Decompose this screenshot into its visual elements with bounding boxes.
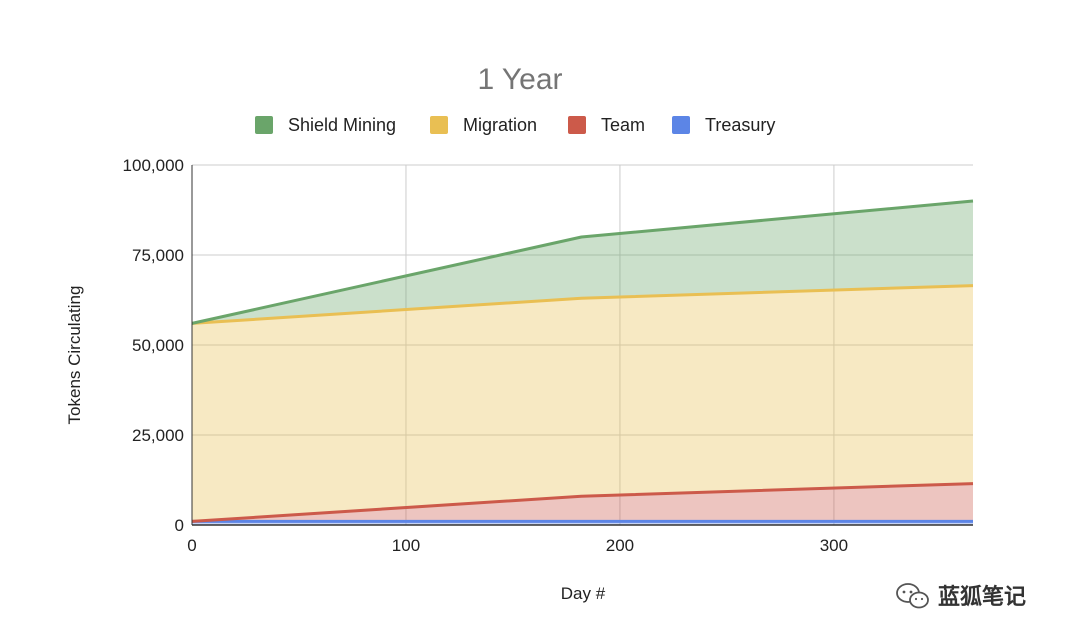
legend-item-team: Team bbox=[568, 115, 645, 135]
line-team bbox=[191, 482, 974, 523]
x-tick-label: 100 bbox=[392, 536, 420, 555]
x-axis-label: Day # bbox=[561, 584, 606, 603]
axes bbox=[191, 165, 973, 526]
y-tick-label: 100,000 bbox=[123, 156, 184, 175]
watermark: 蓝狐笔记 bbox=[896, 583, 1026, 610]
line-shield-mining bbox=[191, 199, 974, 325]
series-areas bbox=[192, 201, 973, 525]
watermark-text: 蓝狐笔记 bbox=[938, 584, 1026, 610]
x-tick-labels: 0 100 200 300 bbox=[187, 536, 848, 555]
area-team bbox=[192, 483, 973, 522]
legend-label: Migration bbox=[463, 115, 537, 135]
legend-label: Treasury bbox=[705, 115, 775, 135]
x-tick-label: 0 bbox=[187, 536, 196, 555]
y-tick-label: 75,000 bbox=[132, 246, 184, 265]
y-tick-label: 50,000 bbox=[132, 336, 184, 355]
chart-title: 1 Year bbox=[477, 63, 562, 96]
y-tick-labels: 0 25,000 50,000 75,000 100,000 bbox=[123, 156, 184, 535]
legend-swatch bbox=[255, 116, 273, 134]
area-shield-mining bbox=[192, 201, 973, 324]
y-tick-label: 0 bbox=[175, 516, 184, 535]
legend-label: Shield Mining bbox=[288, 115, 396, 135]
legend-item-shield-mining: Shield Mining bbox=[255, 115, 396, 135]
legend-swatch bbox=[430, 116, 448, 134]
legend-label: Team bbox=[601, 115, 645, 135]
wechat-icon bbox=[896, 583, 929, 609]
series-lines bbox=[191, 199, 974, 523]
legend: Shield Mining Migration Team Treasury bbox=[255, 115, 775, 135]
legend-swatch bbox=[568, 116, 586, 134]
x-tick-label: 200 bbox=[606, 536, 634, 555]
y-tick-label: 25,000 bbox=[132, 426, 184, 445]
line-migration bbox=[191, 284, 974, 325]
legend-swatch bbox=[672, 116, 690, 134]
legend-item-migration: Migration bbox=[430, 115, 537, 135]
legend-item-treasury: Treasury bbox=[672, 115, 775, 135]
x-tick-label: 300 bbox=[820, 536, 848, 555]
y-axis-label: Tokens Circulating bbox=[65, 286, 84, 425]
area-migration bbox=[192, 285, 973, 522]
